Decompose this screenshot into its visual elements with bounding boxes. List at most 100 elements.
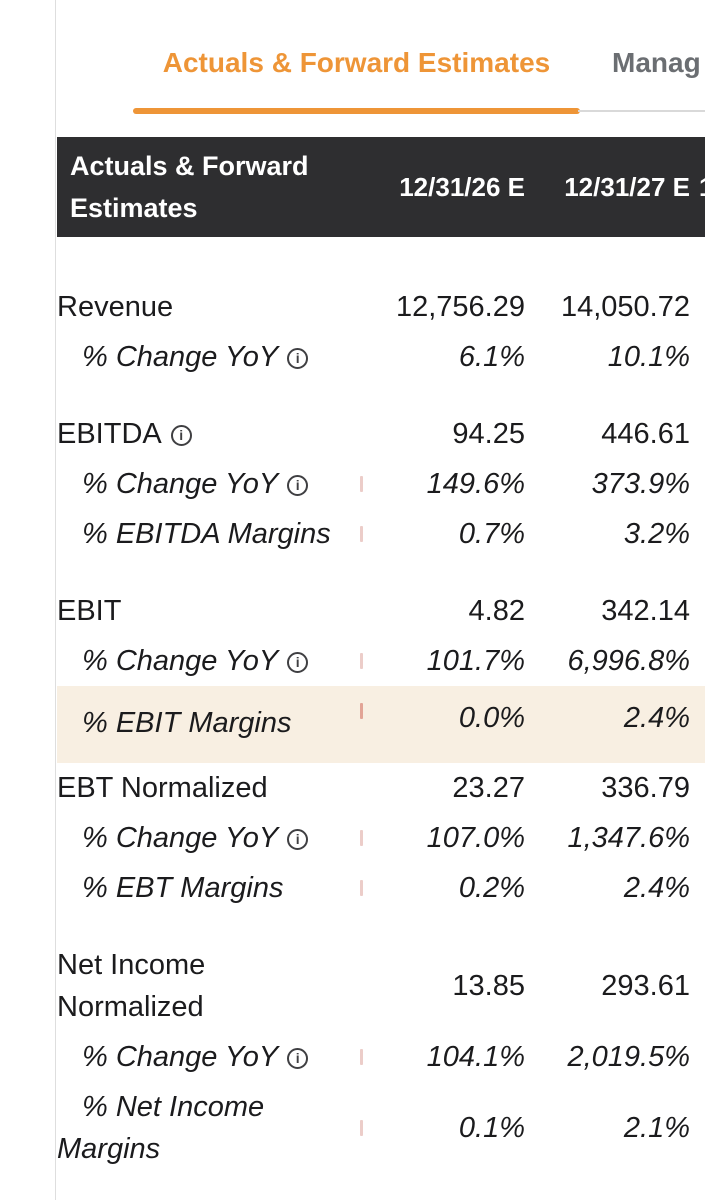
column-header-date-3: 1 [690, 172, 705, 203]
cell-value: 2.4% [623, 871, 690, 904]
cell-value: 4.82 [468, 594, 525, 627]
row-label-text: % EBT Margins [82, 872, 284, 904]
table-row[interactable]: % Change YoY i 149.6% 373.9% [57, 459, 705, 509]
row-label: Net Income Normalized [57, 944, 362, 1028]
column-divider-tick [360, 1049, 363, 1065]
cell-value: 373.9% [591, 467, 690, 500]
cell-value: 94.25 [452, 417, 525, 450]
active-tab-underline [133, 108, 580, 114]
cell-value: 2,019.5% [567, 1040, 690, 1073]
info-icon[interactable]: i [287, 829, 309, 850]
cell-value: 0.2% [458, 871, 525, 904]
table-row[interactable]: % Change YoY i 107.0% 1,347.6% [57, 813, 705, 863]
row-label-text: % Change YoY [82, 645, 279, 677]
row-label: % Change YoY i [57, 1036, 362, 1078]
row-label: % EBT Margins [57, 867, 362, 909]
cell-value: 149.6% [426, 467, 525, 500]
cell-value: 0.7% [458, 517, 525, 550]
row-label: % Change YoY i [57, 640, 362, 682]
cell-value: 2.1% [623, 1111, 690, 1144]
row-label-text: % Change YoY [82, 822, 279, 854]
cell-value: 14,050.72 [560, 290, 690, 323]
cell-value: 0.1% [458, 1111, 525, 1144]
table-row[interactable]: % Change YoY i 104.1% 2,019.5% [57, 1032, 705, 1082]
row-label-text: % EBIT Margins [82, 707, 292, 739]
cell-value: 293.61 [601, 969, 690, 1002]
estimates-table: Actuals & Forward Estimates 12/31/26 E 1… [57, 137, 705, 1201]
row-label: % Change YoY i [57, 336, 362, 378]
table-header-title: Actuals & Forward Estimates [70, 151, 309, 223]
table-row-selected[interactable]: % EBIT Margins 0.0% 2.4% [57, 686, 705, 763]
column-header-date-2: 12/31/27 E [564, 171, 690, 202]
cell-value: 6.1% [458, 340, 525, 373]
column-divider-tick [360, 1120, 363, 1136]
cell-value: 107.0% [426, 821, 525, 854]
cell-value: 6,996.8% [567, 644, 690, 677]
table-row[interactable]: % EBITDA Margins 0.7% 3.2% [57, 509, 705, 559]
column-divider-tick [360, 880, 363, 896]
table-body: Revenue 12,756.29 14,050.72 % Change YoY i 6.… [57, 237, 705, 1174]
tab-bar: Actuals & Forward Estimates Manag [0, 0, 705, 137]
tab-actuals-forward-estimates[interactable]: Actuals & Forward Estimates [162, 47, 551, 78]
table-row[interactable]: % EBT Margins 0.2% 2.4% [57, 863, 705, 913]
cell-value: 342.14 [601, 594, 690, 627]
column-divider-tick [360, 703, 363, 719]
cell-value: 10.1% [607, 340, 690, 373]
info-icon[interactable]: i [287, 652, 309, 673]
row-label-text: % Net Income Margins [57, 1091, 265, 1165]
table-row[interactable]: Revenue 12,756.29 14,050.72 [57, 282, 705, 332]
info-icon[interactable]: i [170, 425, 192, 446]
cell-value: 101.7% [426, 644, 525, 677]
row-label-text: Revenue [57, 291, 174, 323]
tab-bar-divider [578, 110, 705, 112]
table-row[interactable]: Net Income Normalized 13.85 293.61 [57, 940, 705, 1032]
cell-value: 104.1% [426, 1040, 525, 1073]
cell-value: 336.79 [601, 771, 690, 804]
row-label-text: EBITDA [57, 418, 162, 450]
row-label: % EBITDA Margins [57, 513, 362, 555]
column-divider-tick [360, 526, 363, 542]
table-row[interactable]: EBT Normalized 23.27 336.79 [57, 763, 705, 813]
cell-value: 446.61 [601, 417, 690, 450]
row-label: % EBIT Margins [57, 702, 362, 744]
column-divider-tick [360, 476, 363, 492]
row-label-text: % EBITDA Margins [82, 518, 331, 550]
row-group: EBIT 4.82 342.14 % Change YoY i 101.7% 6,996.8… [57, 586, 705, 763]
row-label-text: EBT Normalized [57, 772, 268, 804]
table-row[interactable]: % Change YoY i 6.1% 10.1% [57, 332, 705, 382]
row-label-text: Net Income Normalized [57, 949, 206, 1023]
row-group: EBT Normalized 23.27 336.79 % Change YoY i 10… [57, 763, 705, 913]
row-label: EBIT [57, 590, 362, 632]
row-group: EBITDA i 94.25 446.61 % Change YoY i 149.6% 373… [57, 409, 705, 559]
cell-value: 12,756.29 [395, 290, 525, 323]
row-group: Revenue 12,756.29 14,050.72 % Change YoY i 6.… [57, 282, 705, 382]
info-icon[interactable]: i [287, 348, 309, 369]
row-label-text: % Change YoY [82, 341, 279, 373]
cell-value: 1,347.6% [567, 821, 690, 854]
row-group: Net Income Normalized 13.85 293.61 % Change… [57, 940, 705, 1174]
cell-value: 13.85 [452, 969, 525, 1002]
row-label-text: % Change YoY [82, 1041, 279, 1073]
row-label: EBT Normalized [57, 767, 362, 809]
cell-value: 0.0% [458, 702, 525, 734]
card-left-border [55, 0, 56, 1200]
info-icon[interactable]: i [287, 475, 309, 496]
row-label: % Change YoY i [57, 817, 362, 859]
table-row[interactable]: EBIT 4.82 342.14 [57, 586, 705, 636]
row-label: % Net Income Margins [57, 1086, 362, 1170]
cell-value: 2.4% [623, 702, 690, 734]
tab-management[interactable]: Manag [612, 47, 701, 78]
row-label: EBITDA i [57, 413, 362, 455]
column-divider-tick [360, 830, 363, 846]
row-label-text: % Change YoY [82, 468, 279, 500]
table-header-row: Actuals & Forward Estimates 12/31/26 E 1… [57, 137, 705, 237]
table-row[interactable]: % Change YoY i 101.7% 6,996.8% [57, 636, 705, 686]
cell-value: 3.2% [623, 517, 690, 550]
info-icon[interactable]: i [287, 1048, 309, 1069]
row-label: % Change YoY i [57, 463, 362, 505]
column-header-date-1: 12/31/26 E [399, 171, 525, 202]
table-row[interactable]: % Net Income Margins 0.1% 2.1% [57, 1082, 705, 1174]
row-label: Revenue [57, 286, 362, 328]
cell-value: 23.27 [452, 771, 525, 804]
table-row[interactable]: EBITDA i 94.25 446.61 [57, 409, 705, 459]
